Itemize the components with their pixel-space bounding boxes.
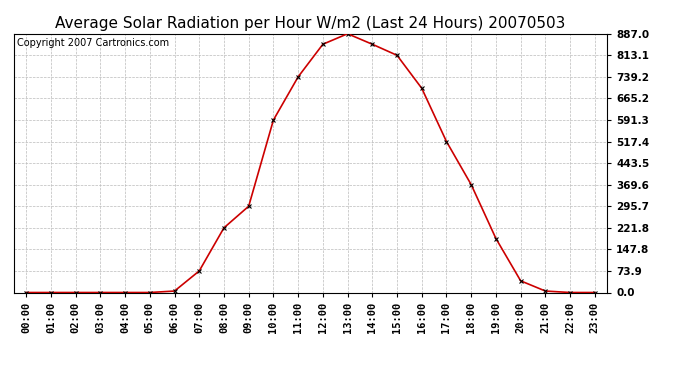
Text: Copyright 2007 Cartronics.com: Copyright 2007 Cartronics.com	[17, 38, 169, 48]
Title: Average Solar Radiation per Hour W/m2 (Last 24 Hours) 20070503: Average Solar Radiation per Hour W/m2 (L…	[55, 16, 566, 31]
